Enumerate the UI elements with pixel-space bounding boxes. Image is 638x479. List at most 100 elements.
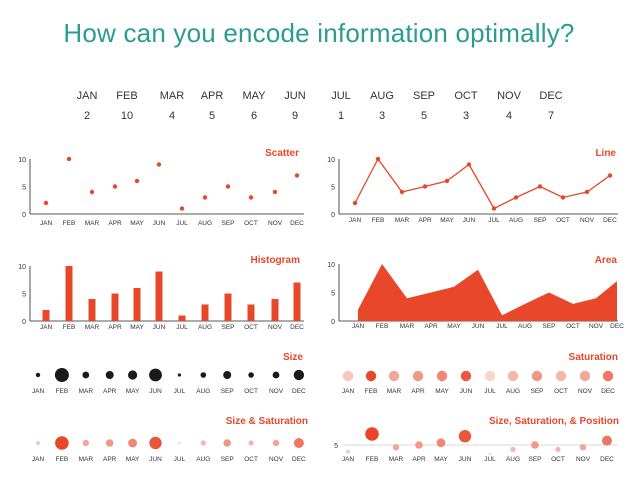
- month-value-jan: 2: [84, 110, 90, 122]
- size-saturation-xtick-aug: AUG: [196, 456, 210, 463]
- size-saturation-position-xtick-may: MAY: [434, 456, 448, 463]
- month-header-mar: MAR: [160, 90, 185, 102]
- histogram-xtick-jun: JUN: [153, 324, 166, 331]
- size-saturation-dot-mar: [82, 439, 90, 447]
- histogram-bar-may: [133, 288, 141, 321]
- size-saturation-position-xtick-oct: OCT: [551, 456, 565, 463]
- month-header-may: MAY: [242, 90, 266, 102]
- histogram-bar-dec: [293, 282, 301, 321]
- scatter-point-jul: [179, 206, 185, 211]
- size-saturation-position-dot-feb: [365, 427, 379, 441]
- size-xtick-sep: SEP: [221, 388, 234, 395]
- size-dot-sep: [223, 371, 232, 379]
- scatter-ytick-0: 0: [22, 212, 26, 219]
- saturation-dot-may: [436, 370, 448, 382]
- histogram-bar-aug: [201, 304, 209, 321]
- size-title: Size: [283, 352, 303, 363]
- month-header-feb: FEB: [116, 90, 137, 102]
- size-saturation-xtick-may: MAY: [126, 456, 140, 463]
- size-saturation-position-xtick-apr: APR: [412, 456, 426, 463]
- area-xtick-may: MAY: [447, 323, 461, 330]
- scatter-point-apr: [112, 184, 118, 189]
- area-ytick-5: 5: [331, 291, 335, 298]
- histogram-xtick-apr: APR: [108, 324, 122, 331]
- size-saturation-position-xtick-nov: NOV: [576, 456, 591, 463]
- line-xtick-jul: JUL: [488, 217, 500, 224]
- saturation-dot-jun: [460, 370, 472, 382]
- histogram-ytick-10: 10: [18, 264, 26, 271]
- scatter-xtick-sep: SEP: [221, 220, 234, 227]
- size-xtick-aug: AUG: [196, 388, 210, 395]
- size-dot-jun: [149, 368, 162, 382]
- histogram-bar-mar: [88, 299, 96, 321]
- scatter-xtick-may: MAY: [130, 220, 144, 227]
- size-saturation-position-title: Size, Saturation, & Position: [489, 416, 619, 427]
- size-xtick-jul: JUL: [174, 388, 186, 395]
- size-xtick-jan: JAN: [32, 388, 45, 395]
- line-point-sep: [537, 184, 543, 189]
- area-ytick-0: 0: [331, 319, 335, 326]
- size-xtick-may: MAY: [126, 388, 140, 395]
- area-xtick-feb: FEB: [376, 323, 389, 330]
- area-xtick-dec: DEC: [610, 323, 624, 330]
- size-saturation-title: Size & Saturation: [226, 416, 308, 427]
- size-saturation-position-dot-jan: [346, 449, 350, 454]
- line-point-may: [444, 178, 450, 184]
- size-xtick-jun: JUN: [149, 388, 162, 395]
- saturation-dot-mar: [388, 370, 400, 382]
- size-saturation-xtick-nov: NOV: [269, 456, 284, 463]
- size-saturation-position-dot-may: [436, 438, 446, 448]
- size-dot-jan: [35, 372, 41, 378]
- histogram-bar-oct: [247, 304, 255, 321]
- month-header-jun: JUN: [284, 90, 305, 102]
- scatter-point-jun: [156, 162, 162, 167]
- size-saturation-position-xtick-jul: JUL: [484, 456, 496, 463]
- line-xtick-nov: NOV: [580, 217, 595, 224]
- size-saturation-position-dot-dec: [602, 435, 612, 446]
- scatter-xtick-apr: APR: [108, 220, 122, 227]
- scatter-point-jan: [43, 200, 49, 206]
- scatter-xtick-mar: MAR: [85, 220, 100, 227]
- month-header-oct: OCT: [454, 90, 478, 102]
- saturation-dot-jan: [342, 370, 354, 382]
- scatter-title: Scatter: [265, 148, 299, 159]
- line-point-mar: [399, 189, 405, 195]
- histogram-bar-jun: [155, 271, 163, 321]
- page-title: How can you encode information optimally…: [63, 18, 575, 48]
- scatter-xtick-jul: JUL: [176, 220, 188, 227]
- histogram-bar-apr: [111, 293, 119, 321]
- scatter-xtick-feb: FEB: [63, 220, 76, 227]
- month-header-apr: APR: [201, 90, 224, 102]
- area-filled-area: [358, 264, 617, 321]
- saturation-xtick-oct: OCT: [554, 388, 568, 395]
- size-saturation-dot-jan: [36, 441, 40, 445]
- month-header-dec: DEC: [539, 90, 562, 102]
- histogram-bar-nov: [271, 299, 279, 321]
- line-ytick-10: 10: [327, 157, 335, 164]
- size-saturation-position-xtick-aug: AUG: [506, 456, 520, 463]
- area-xtick-sep: SEP: [542, 323, 555, 330]
- month-header-jan: JAN: [77, 90, 98, 102]
- histogram-xtick-dec: DEC: [290, 324, 304, 331]
- size-saturation-dot-nov: [272, 439, 280, 447]
- saturation-xtick-sep: SEP: [530, 388, 543, 395]
- month-value-apr: 5: [209, 110, 215, 122]
- size-saturation-position-xtick-mar: MAR: [389, 456, 404, 463]
- size-saturation-position-dot-apr: [415, 441, 423, 449]
- size-xtick-nov: NOV: [269, 388, 284, 395]
- line-ytick-5: 5: [331, 185, 335, 192]
- size-saturation-position-ytick-5: 5: [334, 443, 338, 450]
- size-dot-apr: [105, 371, 114, 379]
- scatter-xtick-nov: NOV: [268, 220, 283, 227]
- scatter-xtick-oct: OCT: [244, 220, 258, 227]
- size-saturation-position-dot-mar: [392, 444, 400, 451]
- histogram-xtick-jul: JUL: [176, 324, 188, 331]
- saturation-xtick-aug: AUG: [506, 388, 520, 395]
- size-saturation-xtick-jan: JAN: [32, 456, 45, 463]
- size-saturation-dot-apr: [105, 439, 114, 447]
- size-saturation-dot-aug: [200, 440, 206, 446]
- size-saturation-position-xtick-sep: SEP: [528, 456, 541, 463]
- area-ytick-10: 10: [327, 262, 335, 269]
- size-saturation-xtick-jun: JUN: [149, 456, 162, 463]
